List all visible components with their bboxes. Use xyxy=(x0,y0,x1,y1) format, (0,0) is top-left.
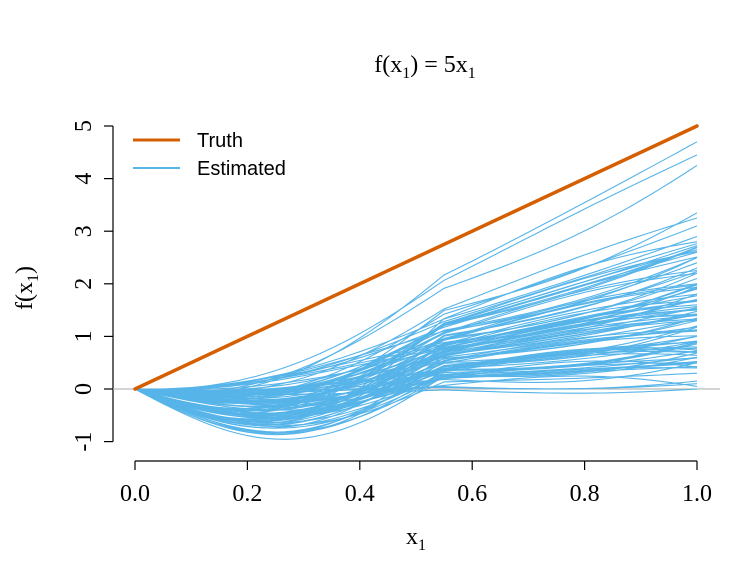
truth-line-group xyxy=(133,124,699,391)
chart-title: f(x1) = 5x1 xyxy=(374,52,476,82)
y-tick-label: 5 xyxy=(71,120,97,132)
y-tick-label: 1 xyxy=(71,330,97,342)
estimated-curve xyxy=(134,283,698,390)
y-tick-label: 3 xyxy=(71,225,97,237)
estimated-curve xyxy=(134,360,698,406)
estimated-curve xyxy=(134,247,698,411)
estimated-curve xyxy=(134,245,698,409)
legend-label: Truth xyxy=(197,130,243,152)
estimated-curve xyxy=(134,271,698,422)
truth-line xyxy=(133,124,699,391)
estimated-curve xyxy=(134,326,698,416)
estimated-curve xyxy=(134,243,698,391)
y-tick-label: 2 xyxy=(71,278,97,290)
x-axis-label: x1 xyxy=(406,524,426,554)
estimated-curve xyxy=(134,287,698,390)
estimated-curve xyxy=(134,315,698,407)
estimated-curves xyxy=(134,141,698,440)
estimated-curve xyxy=(134,293,698,391)
estimated-curve xyxy=(134,343,698,419)
legend: Truth Estimated xyxy=(133,130,286,180)
y-axis-label: f(x1) xyxy=(12,266,42,310)
y-tick-label: 4 xyxy=(71,173,97,185)
x-tick-label: 0.2 xyxy=(232,481,262,507)
x-axis: 0.0 0.2 0.4 0.6 0.8 1.0 xyxy=(120,460,712,507)
estimated-curve xyxy=(134,335,698,433)
y-tick-label: -1 xyxy=(71,432,97,452)
y-tick-label: 0 xyxy=(71,383,97,395)
legend-label: Estimated xyxy=(197,158,286,180)
estimated-curve xyxy=(134,360,698,433)
x-tick-label: 0.0 xyxy=(120,481,150,507)
y-axis: -1 0 1 2 3 4 5 xyxy=(71,120,114,452)
estimated-curve xyxy=(134,329,698,436)
estimated-curve xyxy=(134,154,698,391)
x-tick-label: 0.4 xyxy=(345,481,375,507)
estimated-curve xyxy=(134,310,698,422)
x-tick-label: 0.6 xyxy=(457,481,487,507)
estimated-curve xyxy=(134,319,698,392)
x-tick-label: 0.8 xyxy=(570,481,600,507)
x-tick-label: 1.0 xyxy=(682,481,712,507)
estimated-curve xyxy=(134,164,698,394)
estimated-curve xyxy=(134,329,698,394)
estimated-curve xyxy=(134,295,698,405)
estimated-curve xyxy=(134,313,698,402)
estimated-curve xyxy=(134,284,698,396)
estimated-curve xyxy=(134,350,698,428)
estimated-curve xyxy=(134,272,698,395)
